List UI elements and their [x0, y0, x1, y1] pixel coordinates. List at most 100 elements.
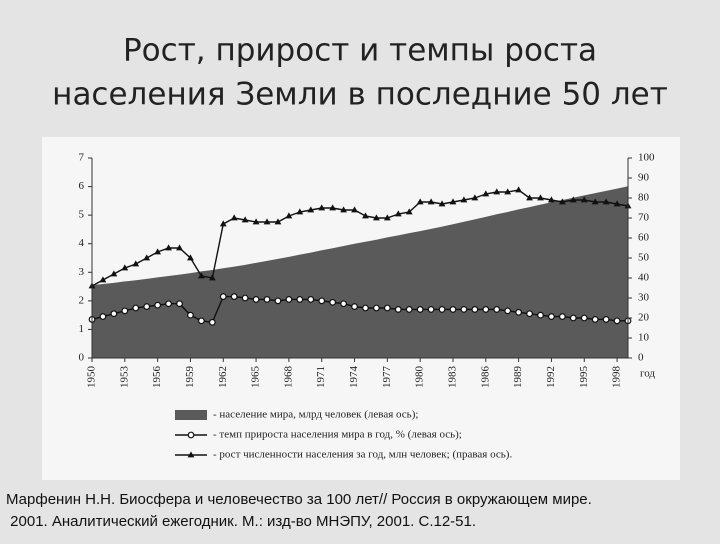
x-tick-label: 1962	[217, 366, 229, 388]
legend-item: - темп прироста населения мира в год, % …	[175, 429, 462, 441]
point	[482, 306, 490, 313]
y-tick-label: 1	[79, 323, 85, 335]
citation-line: Марфенин Н.Н. Биосфера и человечество за…	[6, 491, 592, 508]
point	[504, 307, 512, 315]
point	[219, 220, 227, 227]
point	[427, 198, 435, 205]
point	[329, 298, 337, 306]
y-tick-label: 6	[79, 180, 85, 192]
point	[602, 316, 610, 323]
point	[263, 296, 271, 303]
area	[92, 186, 628, 358]
point	[438, 306, 446, 313]
point	[230, 293, 238, 300]
x-tick-label: 1956	[151, 366, 163, 389]
point	[362, 304, 369, 312]
point	[548, 313, 555, 320]
x-tick-label: 1974	[348, 366, 360, 389]
x-tick-label: 1998	[611, 366, 623, 389]
point	[340, 206, 347, 213]
y2-tick-label: 100	[638, 152, 655, 164]
point	[197, 272, 205, 279]
point	[394, 210, 402, 217]
y2-tick-label: 20	[638, 312, 650, 324]
x-tick-label: 1953	[118, 366, 130, 389]
point	[394, 306, 402, 313]
point	[274, 297, 282, 305]
legend-label: - население мира, млрд человек (левая ос…	[213, 409, 418, 421]
point	[219, 293, 227, 300]
point	[515, 308, 523, 316]
x-tick-label: 1959	[184, 366, 196, 389]
y2-tick-label: 70	[638, 212, 650, 224]
point	[438, 200, 446, 207]
title-line: Рост, прирост и темпы роста	[123, 33, 597, 69]
point	[176, 244, 183, 251]
point	[383, 214, 391, 221]
y-tick-label: 3	[79, 266, 85, 278]
x-tick-label: 1986	[479, 366, 491, 389]
point	[537, 311, 544, 319]
point	[449, 198, 457, 205]
x-axis-label: год	[640, 368, 655, 380]
point	[613, 200, 621, 207]
point	[110, 310, 118, 318]
x-tick-label: 1950	[86, 366, 98, 389]
point	[121, 307, 129, 315]
legend-swatch	[175, 410, 207, 420]
point	[99, 313, 107, 320]
point	[427, 306, 435, 313]
x-tick-label: 1980	[414, 366, 426, 389]
point	[405, 306, 413, 313]
point	[208, 274, 216, 281]
point	[591, 198, 599, 205]
point	[230, 214, 238, 221]
point	[580, 196, 588, 203]
point	[285, 212, 293, 219]
x-tick-label: 1968	[282, 366, 294, 389]
point	[569, 196, 577, 203]
point	[602, 198, 610, 205]
point	[143, 254, 151, 261]
x-tick-label: 1989	[512, 366, 524, 389]
y-tick-label: 5	[79, 209, 85, 221]
point	[449, 306, 457, 313]
y2-tick-label: 80	[638, 192, 650, 204]
point	[493, 188, 501, 195]
point	[165, 300, 172, 308]
point	[154, 301, 162, 309]
y2-tick-label: 10	[638, 332, 650, 344]
point	[307, 296, 315, 303]
point	[165, 244, 172, 251]
x-tick-label: 1983	[447, 366, 459, 389]
y2-tick-label: 90	[638, 172, 650, 184]
point	[252, 218, 260, 225]
point	[296, 208, 304, 215]
citation-line: 2001. Аналитический ежегодник. М.: изд-в…	[6, 513, 476, 530]
x-tick-label: 1995	[578, 366, 590, 389]
point	[143, 303, 151, 310]
legend-marker	[187, 451, 195, 458]
point	[471, 194, 479, 201]
point	[558, 313, 566, 320]
point	[471, 306, 479, 313]
point	[537, 194, 544, 201]
point	[263, 218, 271, 225]
legend-label: - рост численности населения за год, млн…	[213, 449, 512, 461]
y-tick-label: 2	[79, 294, 85, 306]
point	[241, 216, 249, 223]
point	[405, 208, 413, 215]
point	[154, 248, 162, 255]
y2-tick-label: 60	[638, 232, 650, 244]
y-tick-label: 7	[79, 152, 85, 164]
point	[526, 310, 533, 318]
legend-marker	[187, 431, 195, 439]
x-tick-label: 1977	[381, 366, 393, 389]
point	[591, 316, 599, 323]
point	[241, 294, 249, 302]
x-tick-label: 1971	[315, 366, 327, 388]
point	[197, 317, 205, 325]
y2-tick-label: 30	[638, 292, 650, 304]
y2-tick-label: 0	[638, 352, 644, 364]
point	[416, 306, 424, 313]
